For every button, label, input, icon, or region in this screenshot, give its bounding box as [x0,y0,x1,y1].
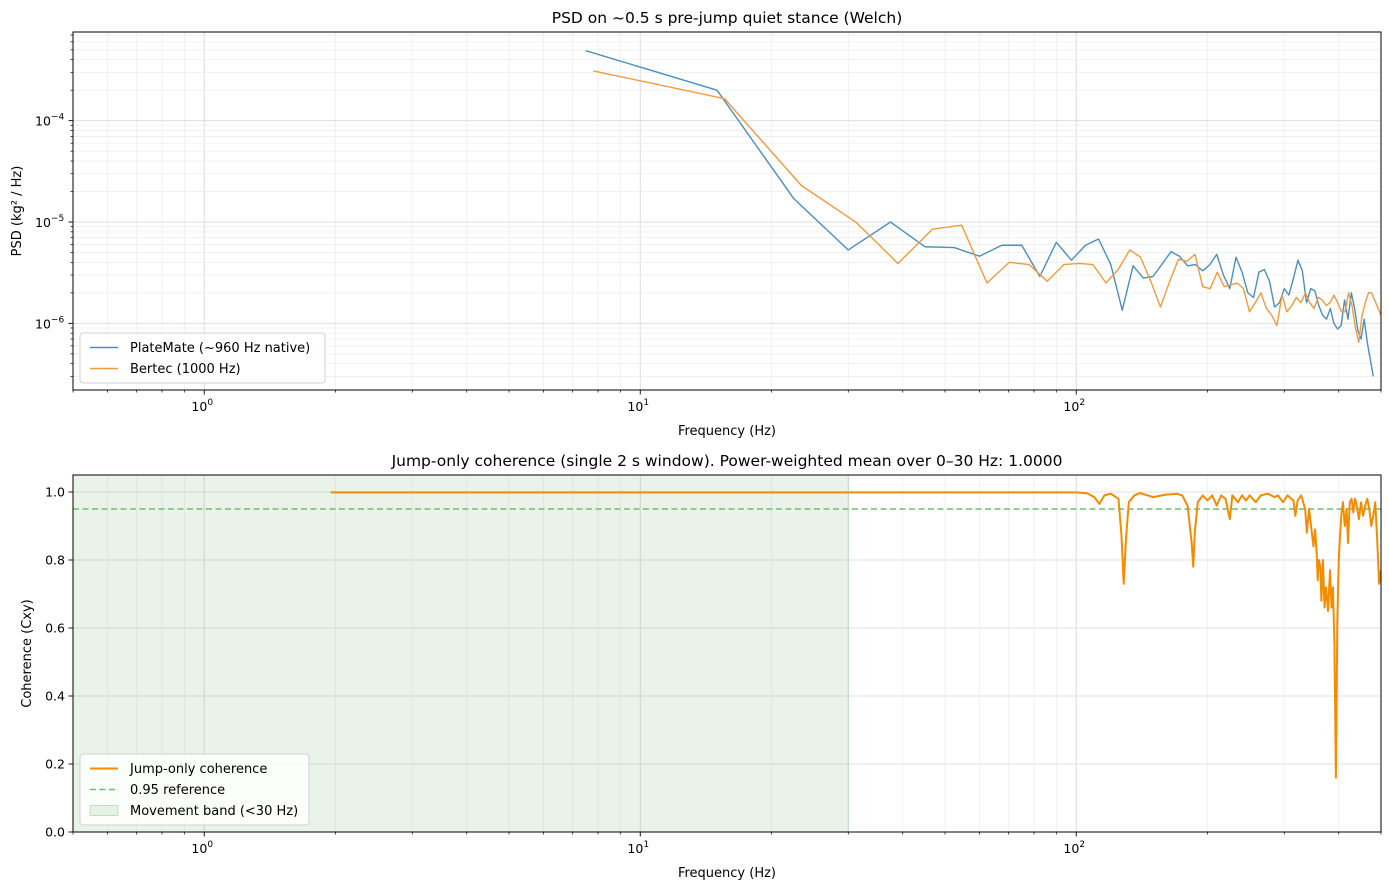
y-tick-label: 10−4 [35,113,64,129]
y-axis-label: Coherence (Cxy) [20,599,35,707]
legend-label: Jump-only coherence [129,762,267,777]
series-line-2 [593,70,1381,344]
x-tick-label: 101 [627,840,649,856]
plot-area [585,50,1381,377]
tick-base: 10 [191,399,207,414]
x-tick-label: 102 [1063,398,1085,414]
legend-box [79,753,310,826]
tick-base: 10 [35,316,51,331]
tick-exponent: −6 [51,315,65,325]
y-tick-label: 0.4 [45,689,65,704]
tick-exponent: 2 [1079,398,1085,408]
legend: PlateMate (~960 Hz native) Bertec (1000 H… [79,332,326,384]
tick-base: 10 [627,841,643,856]
tick-exponent: 2 [1079,840,1085,850]
tick-base: 10 [35,114,51,129]
x-tick-label: 102 [1063,840,1085,856]
axes-frame [72,31,1382,391]
legend-label: Bertec (1000 Hz) [130,362,241,377]
y-tick-label: 10−5 [35,214,64,230]
y-tick-label: 0.0 [45,825,65,840]
y-axis-label: PSD (kg² / Hz) [10,166,25,257]
y-tick-label: 0.6 [45,621,65,636]
tick-base: 10 [627,399,643,414]
tick-exponent: −5 [51,214,64,224]
x-tick-label: 100 [191,840,213,856]
x-axis-label: Frequency (Hz) [678,424,776,439]
grid-lines [73,32,1381,390]
chart-title: Jump-only coherence (single 2 s window).… [391,452,1063,470]
tick-base: 10 [1063,399,1079,414]
tick-exponent: 0 [207,840,213,850]
legend-label: 0.95 reference [130,783,225,798]
legend-box [79,332,326,384]
legend-label: Movement band (<30 Hz) [130,804,298,819]
tick-exponent: 0 [207,398,213,408]
y-tick-label: 0.8 [45,553,65,568]
legend-swatch-patch [89,805,119,816]
y-tick-label: 0.2 [45,757,65,772]
tick-exponent: 1 [643,398,649,408]
axes-frame [72,474,1382,833]
chart-title: PSD on ~0.5 s pre-jump quiet stance (Wel… [552,9,903,27]
series-line-1 [585,50,1374,377]
x-tick-label: 100 [191,398,213,414]
legend-label: PlateMate (~960 Hz native) [130,341,310,356]
series-line-1 [330,491,1381,779]
y-tick-label: 10−6 [35,315,64,331]
y-tick-label: 1.0 [45,485,65,500]
x-axis-label: Frequency (Hz) [678,866,776,881]
tick-base: 10 [35,215,51,230]
tick-base: 10 [191,841,207,856]
tick-base: 10 [1063,841,1079,856]
x-tick-label: 101 [627,398,649,414]
grid-lines [73,475,1381,832]
tick-exponent: −4 [51,113,65,123]
legend: Jump-only coherence 0.95 reference Movemen… [79,753,310,826]
tick-exponent: 1 [643,840,649,850]
